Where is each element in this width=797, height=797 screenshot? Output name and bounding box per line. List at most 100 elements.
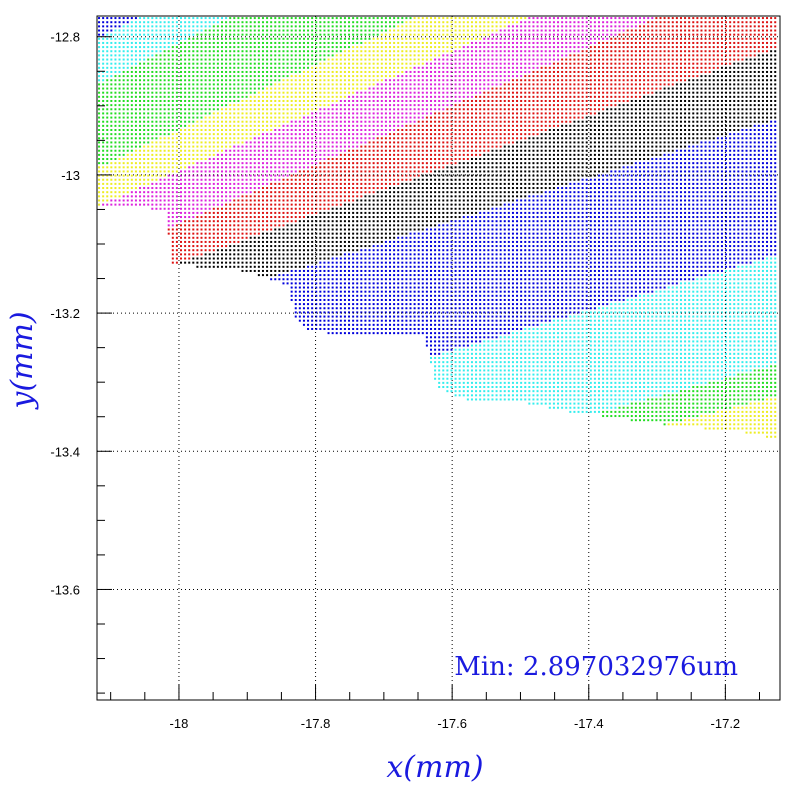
data-point [389,58,392,61]
data-point [360,158,363,161]
data-point [171,141,174,144]
data-point [147,108,150,111]
data-point [233,158,236,161]
data-point [171,220,174,223]
data-point [307,303,310,306]
data-point [323,265,326,268]
data-point [200,87,203,90]
data-point [393,278,396,281]
data-point [220,265,223,268]
data-point [278,54,281,57]
data-point [401,269,404,272]
data-point [188,17,191,20]
data-point [237,141,240,144]
data-point [167,232,170,235]
data-point [98,129,101,131]
data-point [110,91,113,94]
data-point [216,41,219,44]
data-point [208,29,211,32]
data-point [401,274,404,277]
data-point [126,124,129,127]
data-point [302,315,305,318]
data-point [106,37,109,40]
data-point [319,124,322,127]
data-point [298,269,301,272]
data-point [245,153,248,156]
data-point [151,46,154,49]
data-point [225,33,228,36]
data-point [225,166,228,169]
data-point [184,25,187,28]
data-point [261,99,264,102]
data-point [348,166,351,169]
data-point [266,166,269,169]
data-point [331,236,334,239]
data-point [106,191,109,194]
data-point [204,50,207,53]
data-point [233,54,236,57]
data-point [282,211,285,214]
data-point [151,99,154,102]
data-point [286,216,289,219]
data-point [302,21,305,24]
data-point [245,269,248,272]
data-point [270,37,273,40]
data-point [315,286,318,289]
data-point [200,153,203,156]
data-point [204,91,207,94]
data-point [348,162,351,165]
data-point [405,269,408,272]
data-point [245,224,248,227]
data-point [171,33,174,36]
data-point [339,145,342,148]
data-point [335,261,338,264]
data-point [294,95,297,98]
data-point [356,236,359,239]
data-point [376,182,379,185]
data-point [233,79,236,82]
data-point [302,191,305,194]
data-point [241,220,244,223]
data-point [286,91,289,94]
data-point [167,41,170,44]
data-point [323,249,326,252]
data-point [380,187,383,190]
data-point [282,278,285,281]
data-point [380,166,383,169]
data-point [139,153,142,156]
data-point [405,203,408,206]
data-point [134,203,137,206]
data-point [405,120,408,123]
data-point [155,83,158,86]
data-point [253,75,256,78]
data-point [389,182,392,185]
data-point [401,265,404,268]
data-point [311,187,314,190]
data-point [249,166,252,169]
data-point [175,149,178,152]
data-point [302,141,305,144]
data-point [364,249,367,252]
data-point [274,104,277,107]
data-point [270,216,273,219]
data-point [323,95,326,98]
data-point [409,182,412,185]
data-point [315,257,318,260]
data-point [307,286,310,289]
data-point [167,21,170,24]
data-point [184,240,187,243]
data-point [196,265,199,268]
data-point [212,108,215,111]
data-point [331,21,334,24]
data-point [261,87,264,90]
data-point [126,17,129,20]
data-point [245,116,248,119]
data-point [212,170,215,173]
data-point [401,79,404,82]
data-point [204,41,207,44]
data-point [196,232,199,235]
data-point [307,307,310,310]
data-point [278,46,281,49]
data-point [249,91,252,94]
data-point [339,203,342,206]
